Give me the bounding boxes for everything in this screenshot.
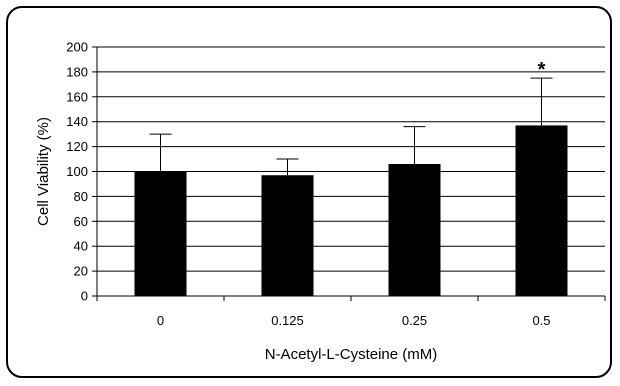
y-ticks: 0 20 40 60 80 100 120 140 160 180 200 — [66, 40, 97, 304]
y-tick-label: 0 — [81, 289, 88, 304]
bar — [134, 171, 187, 296]
x-tick-label: 0.25 — [402, 313, 427, 328]
y-tick-label: 20 — [74, 264, 88, 279]
x-tick-label: 0.5 — [532, 313, 550, 328]
y-tick-label: 80 — [74, 189, 88, 204]
annotations: * — [538, 59, 546, 81]
x-tick-label: 0 — [157, 313, 164, 328]
error-bars — [149, 77, 553, 176]
bar — [515, 125, 568, 296]
y-axis-title: Cell Viability (%) — [35, 117, 52, 226]
y-tick-label: 40 — [74, 239, 88, 254]
y-tick-label: 160 — [66, 89, 88, 104]
y-tick-label: 100 — [66, 164, 88, 179]
y-tick-label: 120 — [66, 139, 88, 154]
x-axis-title: N-Acetyl-L-Cysteine (mM) — [265, 346, 438, 363]
x-ticks: 0 0.125 0.25 0.5 — [96, 296, 606, 328]
bar — [261, 175, 314, 296]
y-tick-label: 140 — [66, 114, 88, 129]
significance-marker: * — [538, 59, 546, 81]
y-tick-label: 60 — [74, 214, 88, 229]
x-tick-label: 0.125 — [271, 313, 304, 328]
bar — [388, 164, 441, 296]
y-tick-label: 200 — [66, 40, 88, 55]
bars — [134, 125, 568, 296]
y-tick-label: 180 — [66, 64, 88, 79]
